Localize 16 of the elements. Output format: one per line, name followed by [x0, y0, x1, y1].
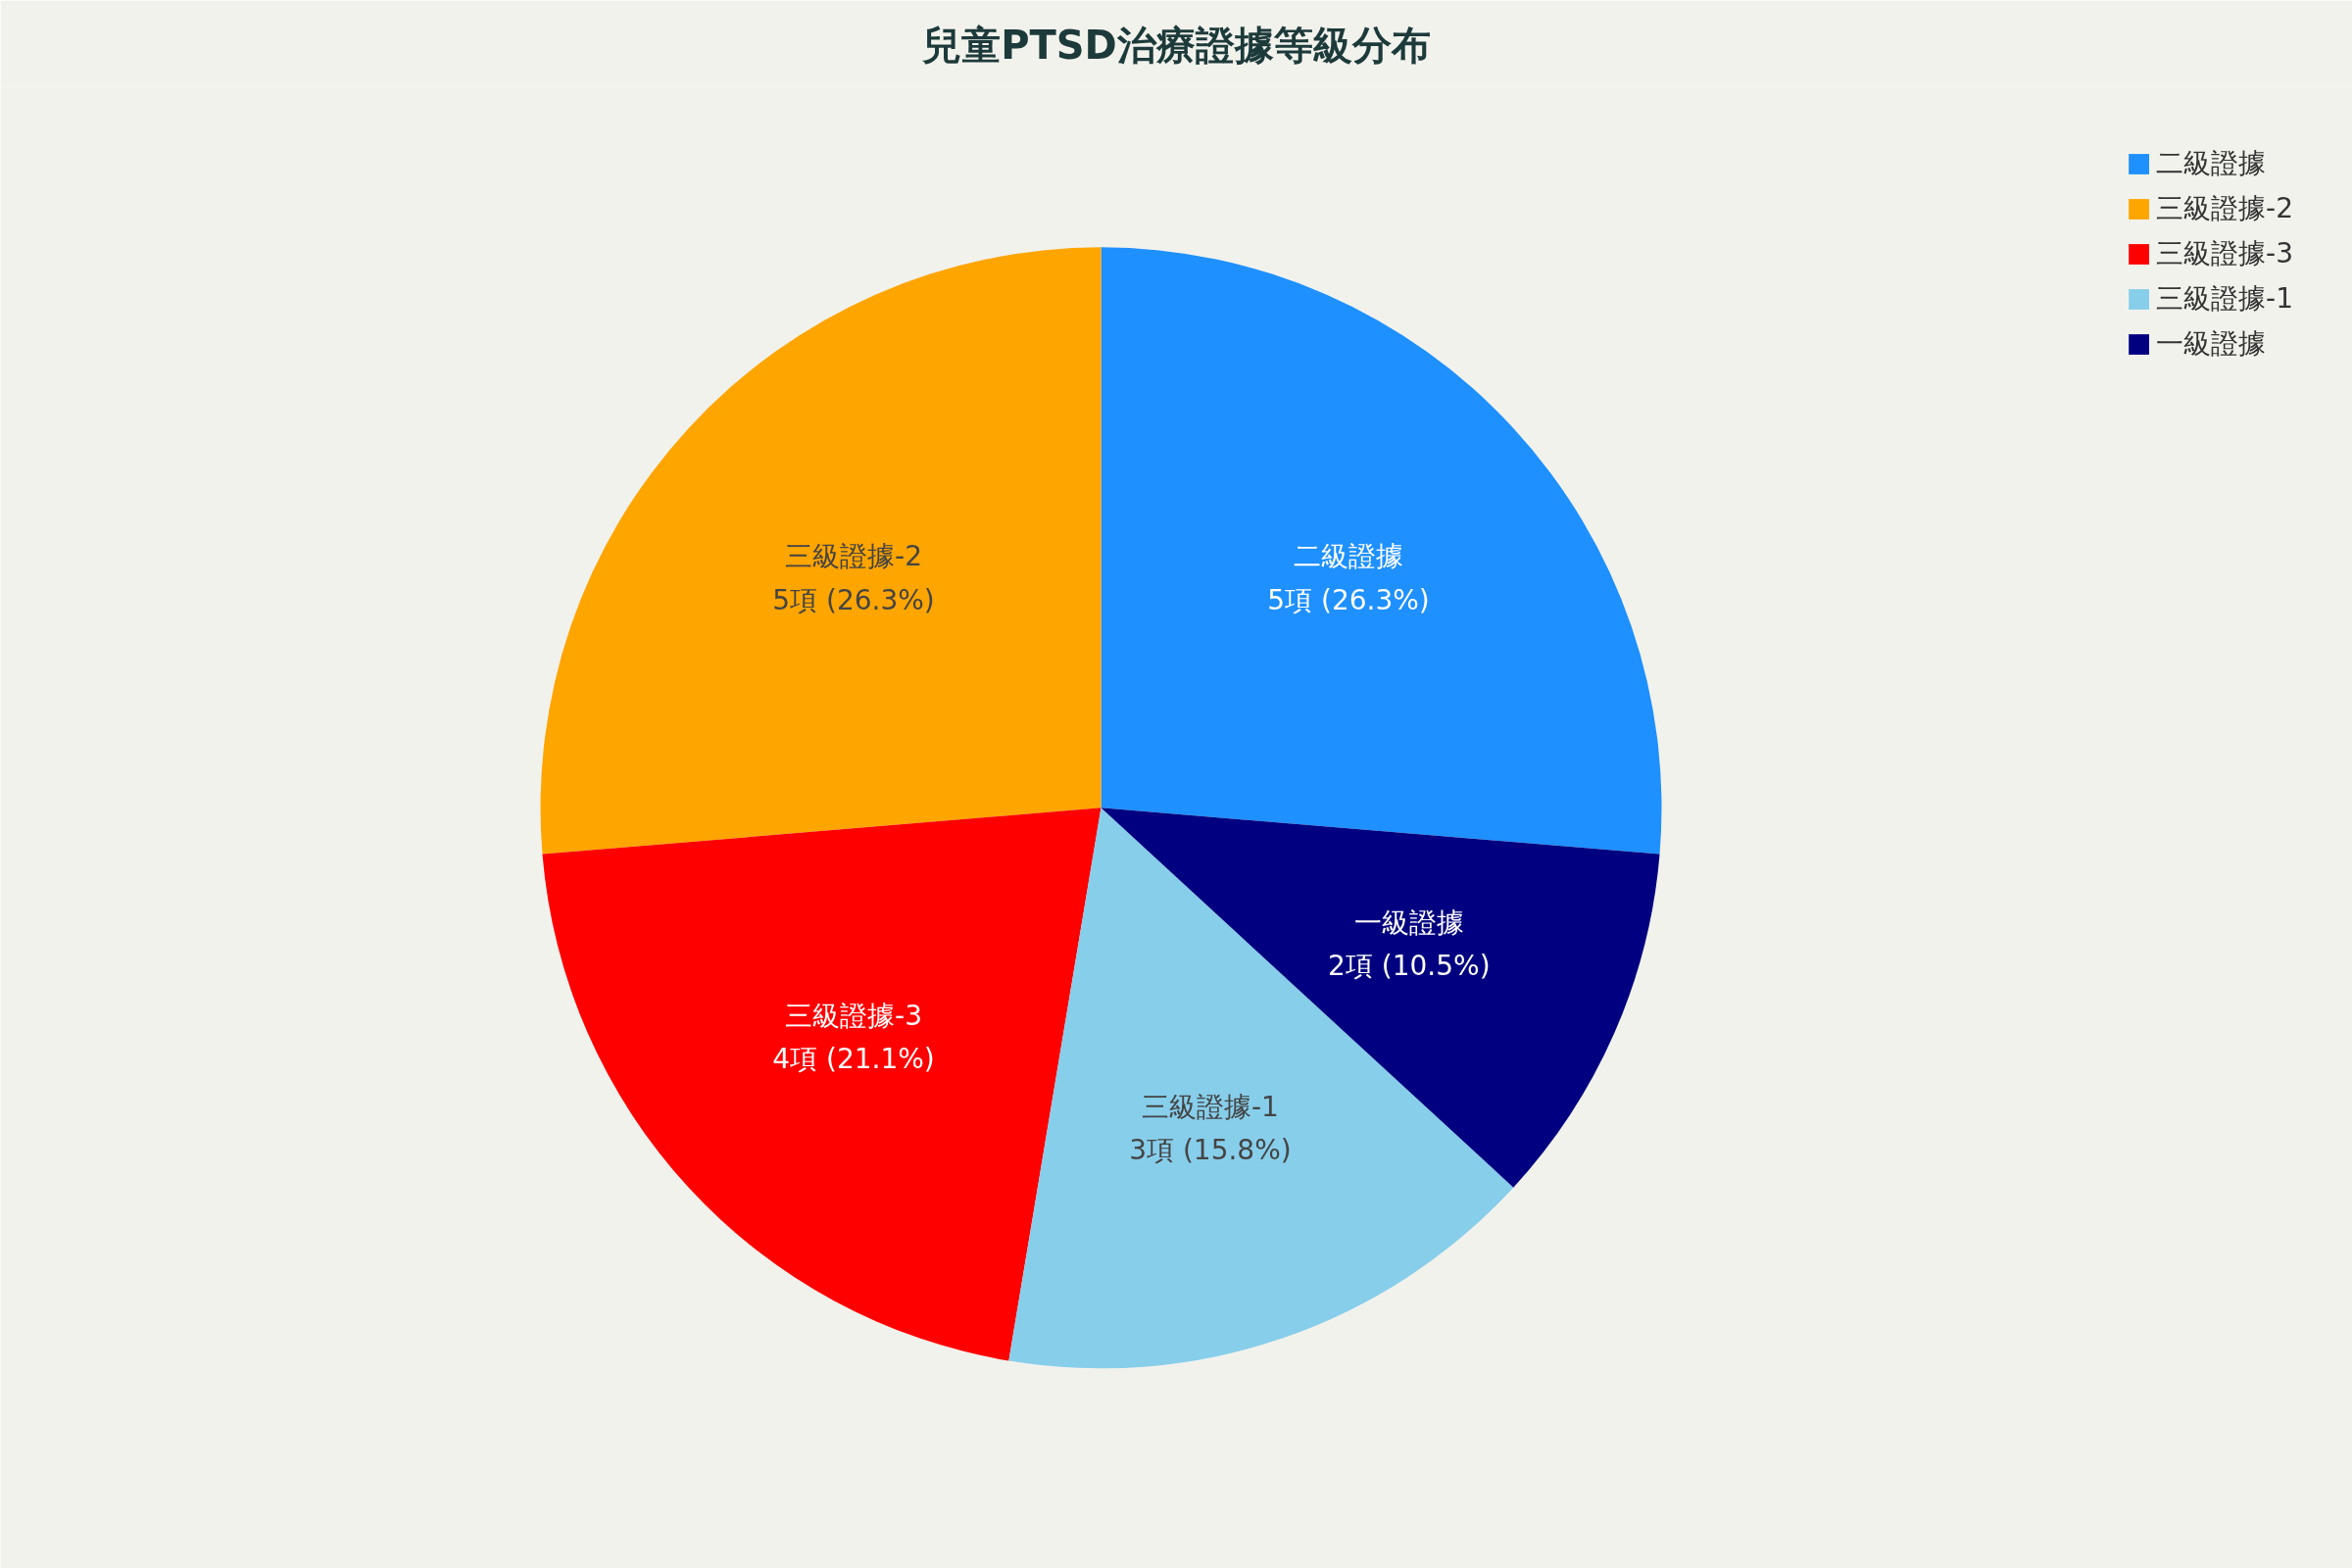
slice-label: 三級證據-2 — [785, 540, 922, 573]
data-label: 5項 (26.3%) — [1267, 583, 1430, 616]
data-label: 2項 (10.5%) — [1328, 950, 1491, 983]
chart-title: 兒童PTSD治療證據等級分布 — [921, 22, 1431, 68]
data-label: 5項 (26.3%) — [772, 583, 935, 616]
slice-label: 二級證據 — [1294, 540, 1403, 573]
legend-label: 二級證據 — [2156, 146, 2267, 181]
data-label: 3項 (15.8%) — [1129, 1134, 1292, 1167]
data-label: 4項 (21.1%) — [772, 1043, 935, 1076]
legend-label: 三級證據-2 — [2156, 191, 2293, 226]
slice-label: 三級證據-1 — [1141, 1090, 1279, 1123]
legend-label: 三級證據-1 — [2156, 281, 2293, 317]
slice-label: 一級證據 — [1353, 906, 1464, 939]
slice-label: 三級證據-3 — [785, 999, 922, 1032]
legend-label: 一級證據 — [2156, 326, 2267, 362]
legend-label: 三級證據-3 — [2156, 236, 2293, 271]
